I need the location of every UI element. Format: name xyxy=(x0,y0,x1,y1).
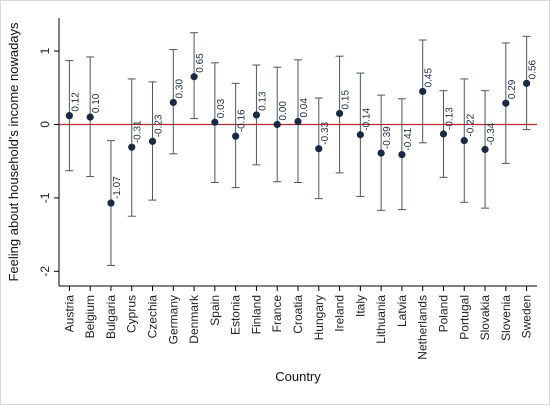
x-tick-label: France xyxy=(270,295,284,333)
data-point xyxy=(523,79,531,87)
data-point xyxy=(190,73,198,81)
data-label: 0.00 xyxy=(278,101,289,121)
data-label: 0.30 xyxy=(174,79,185,99)
x-tick-label: Finland xyxy=(249,295,263,334)
data-marks: 0.12 0.10 -1.07 -0.31 -0.23 0.30 0.65 0.03 -0.16… xyxy=(65,32,539,266)
x-tick-label: Cyprus xyxy=(125,295,139,333)
x-tick-label: Denmark xyxy=(187,294,201,344)
data-label: 0.12 xyxy=(70,92,81,112)
data-label: -0.33 xyxy=(320,121,331,144)
data-label: -0.39 xyxy=(382,126,393,149)
data-label: -0.14 xyxy=(361,108,372,131)
x-tick-label: Slovakia xyxy=(478,295,492,341)
data-point xyxy=(252,111,261,119)
data-label: -1.07 xyxy=(112,176,123,199)
data-label: -0.22 xyxy=(465,113,476,136)
data-point xyxy=(294,117,302,126)
data-point xyxy=(439,130,448,138)
data-label: 0.10 xyxy=(91,93,102,113)
data-point xyxy=(356,131,364,139)
x-tick-label: Belgium xyxy=(83,295,97,338)
x-tick-label: Croatia xyxy=(291,295,305,334)
data-point xyxy=(398,150,406,159)
x-tick-label: Lithuania xyxy=(374,295,388,344)
x-tick-label: Austria xyxy=(62,295,76,333)
data-point xyxy=(211,118,219,126)
data-label: 0.03 xyxy=(216,98,227,118)
y-ticks: -2 -1 0 1 xyxy=(38,47,59,277)
data-label: -0.16 xyxy=(237,109,248,132)
data-label: 0.04 xyxy=(299,98,310,118)
y-tick-label: -2 xyxy=(38,266,52,277)
y-tick-label: 0 xyxy=(38,121,52,128)
x-tick-label: Portugal xyxy=(457,295,471,340)
data-label: 0.13 xyxy=(257,91,268,111)
x-tick-label: Slovenia xyxy=(499,295,513,341)
data-label: 0.65 xyxy=(195,53,206,73)
x-tick-label: Spain xyxy=(208,295,222,326)
x-tick-label: Germany xyxy=(166,295,180,344)
data-label: -0.23 xyxy=(154,114,165,137)
data-point xyxy=(315,145,323,153)
y-axis-title: Feeling about household's income nowaday… xyxy=(6,22,21,282)
x-tick-label: Czechia xyxy=(146,295,160,339)
x-tick-label: Hungary xyxy=(312,295,326,340)
data-label: 0.15 xyxy=(341,90,352,110)
data-point xyxy=(335,109,344,118)
x-tick-label: Ireland xyxy=(333,295,347,332)
data-point xyxy=(502,99,510,107)
data-point xyxy=(481,145,489,154)
x-tick-label: Sweden xyxy=(520,295,534,338)
x-tick-label: Estonia xyxy=(229,295,243,335)
data-point xyxy=(148,137,157,145)
data-point xyxy=(107,199,115,207)
data-point xyxy=(169,98,177,107)
data-label: 0.56 xyxy=(528,59,539,79)
data-label: -0.41 xyxy=(403,127,414,150)
data-point xyxy=(86,113,94,121)
x-tick-label: Italy xyxy=(353,295,367,317)
x-tick-label: Netherlands xyxy=(416,295,430,360)
x-tick-label: Poland xyxy=(436,295,450,332)
data-label: -0.13 xyxy=(444,107,455,130)
x-ticks: Austria Belgium Bulgaria Cyprus Czechia Germa… xyxy=(62,286,534,360)
data-point xyxy=(232,132,240,140)
data-point xyxy=(128,143,136,151)
data-point xyxy=(419,87,427,96)
y-tick-label: -1 xyxy=(38,192,52,203)
x-axis-title: Country xyxy=(275,369,321,384)
x-tick-label: Bulgaria xyxy=(104,295,118,339)
data-label: 0.29 xyxy=(507,79,518,99)
y-tick-label: 1 xyxy=(38,47,52,54)
data-label: 0.45 xyxy=(424,68,435,88)
data-point xyxy=(273,120,281,129)
data-label: -0.31 xyxy=(133,120,144,143)
data-point xyxy=(65,112,73,120)
x-tick-label: Latvia xyxy=(395,295,409,327)
data-point xyxy=(377,149,385,157)
data-label: -0.34 xyxy=(486,122,497,145)
data-point xyxy=(460,137,468,145)
